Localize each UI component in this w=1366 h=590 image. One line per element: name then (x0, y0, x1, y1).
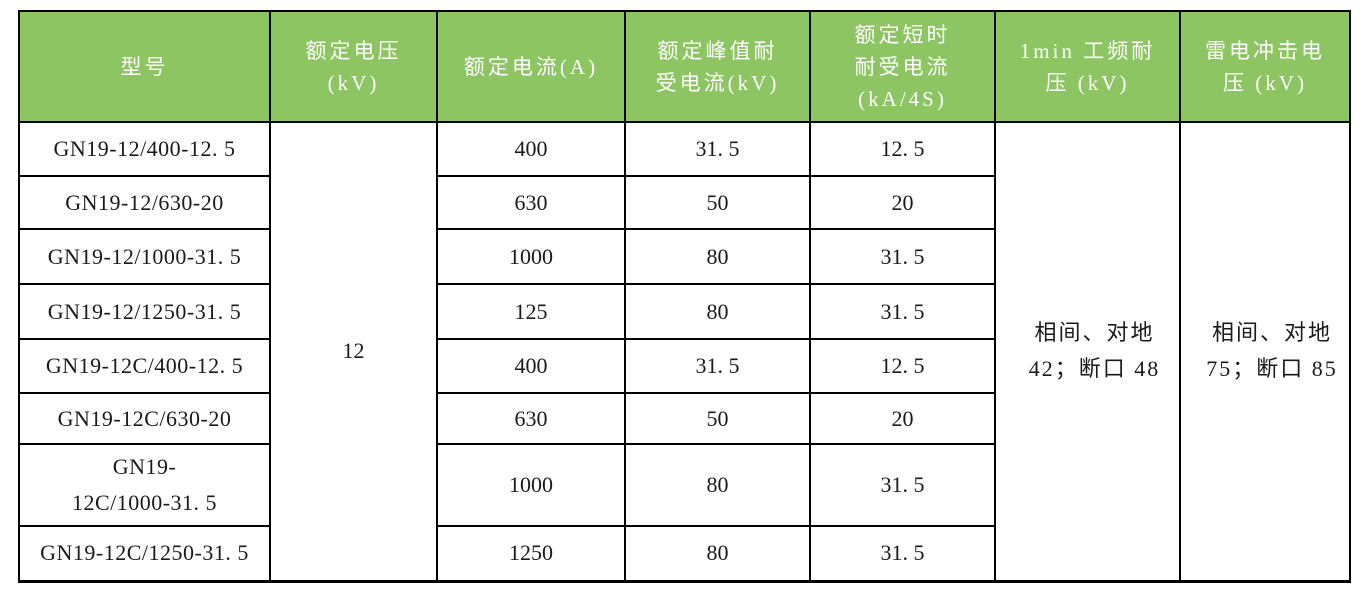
table-row: GN19-12/1000-31. 5 1000 80 31. 5 (18, 228, 1350, 285)
cell-current: 1000 (436, 443, 626, 527)
cell-short-time: 20 (809, 175, 996, 230)
header-cell-short-time-withstand: 额定短时 耐受电流 (kA/4S) (809, 10, 996, 123)
header-cell-peak-withstand: 额定峰值耐 受电流(kV) (624, 10, 811, 123)
table-row: GN19-12C/630-20 630 50 20 (18, 392, 1350, 445)
cell-peak: 80 (624, 443, 811, 527)
header-cell-lightning-impulse: 雷电冲击电 压 (kV) (1179, 10, 1351, 123)
cell-current: 630 (436, 175, 626, 230)
cell-peak: 31. 5 (624, 338, 811, 394)
table-body: GN19-12/400-12. 5 12 400 31. 5 12. 5 相间、… (18, 121, 1351, 582)
cell-model: GN19- 12C/1000-31. 5 (18, 443, 271, 527)
table-row: GN19-12/1250-31. 5 125 80 31. 5 (18, 283, 1350, 340)
cell-short-time: 31. 5 (809, 525, 996, 582)
cell-current: 400 (436, 338, 626, 394)
header-row: 型号 额定电压 (kV) 额定电流(A) 额定峰值耐 受电流(kV) 额定短时 … (18, 10, 1351, 123)
cell-model: GN19-12/400-12. 5 (18, 121, 271, 177)
table-row: GN19-12/400-12. 5 12 400 31. 5 12. 5 相间、… (18, 121, 1351, 582)
cell-current: 400 (436, 121, 626, 177)
cell-peak: 80 (624, 525, 811, 582)
cell-current: 1250 (436, 525, 626, 582)
table-row: GN19- 12C/1000-31. 5 1000 80 31. 5 (18, 443, 1350, 527)
cell-model: GN19-12C/1250-31. 5 (18, 525, 271, 582)
cell-short-time: 31. 5 (809, 283, 996, 340)
spec-table-container: 型号 额定电压 (kV) 额定电流(A) 额定峰值耐 受电流(kV) 额定短时 … (18, 10, 1351, 583)
cell-model: GN19-12C/630-20 (18, 392, 271, 445)
cell-model: GN19-12/1250-31. 5 (18, 283, 271, 340)
cell-model: GN19-12/630-20 (18, 175, 271, 230)
cell-rated-voltage-merged: 12 (269, 121, 438, 582)
header-cell-power-frequency: 1min 工频耐 压 (kV) (994, 10, 1181, 123)
cell-short-time: 20 (809, 392, 996, 445)
table-row: GN19-12/630-20 630 50 20 (18, 175, 1350, 230)
cell-lightning-impulse-merged: 相间、对地 75；断口 85 (1179, 121, 1351, 582)
cell-model: GN19-12/1000-31. 5 (18, 228, 271, 285)
cell-current: 630 (436, 392, 626, 445)
cell-short-time: 12. 5 (809, 338, 996, 394)
cell-short-time: 12. 5 (809, 121, 996, 177)
cell-peak: 80 (624, 228, 811, 285)
cell-current: 1000 (436, 228, 626, 285)
table-header: 型号 额定电压 (kV) 额定电流(A) 额定峰值耐 受电流(kV) 额定短时 … (18, 10, 1351, 123)
header-cell-rated-current: 额定电流(A) (436, 10, 626, 123)
table-row: GN19-12C/1250-31. 5 1250 80 31. 5 (18, 525, 1350, 582)
cell-model: GN19-12C/400-12. 5 (18, 338, 271, 394)
cell-current: 125 (436, 283, 626, 340)
cell-peak: 31. 5 (624, 121, 811, 177)
cell-short-time: 31. 5 (809, 228, 996, 285)
cell-peak: 80 (624, 283, 811, 340)
table-row: GN19-12C/400-12. 5 400 31. 5 12. 5 (18, 338, 1350, 394)
cell-peak: 50 (624, 392, 811, 445)
cell-peak: 50 (624, 175, 811, 230)
cell-short-time: 31. 5 (809, 443, 996, 527)
spec-table: 型号 额定电压 (kV) 额定电流(A) 额定峰值耐 受电流(kV) 额定短时 … (18, 10, 1351, 583)
header-cell-model: 型号 (18, 10, 271, 123)
header-cell-rated-voltage: 额定电压 (kV) (269, 10, 438, 123)
cell-power-frequency-merged: 相间、对地 42；断口 48 (994, 121, 1181, 582)
